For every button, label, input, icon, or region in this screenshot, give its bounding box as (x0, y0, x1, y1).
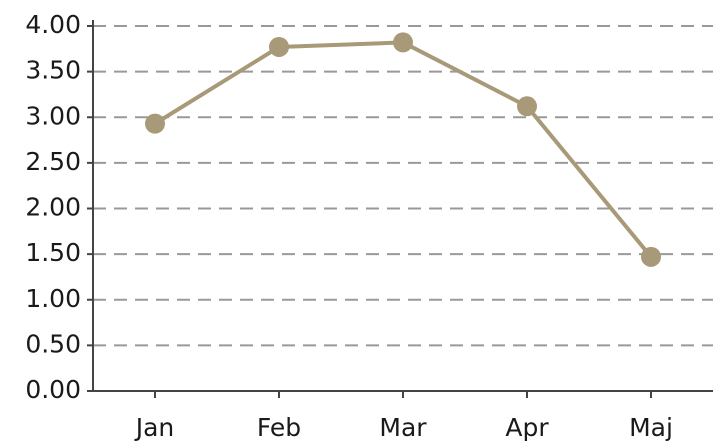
line (153, 40, 653, 259)
y-tick-label: 3.00 (25, 101, 81, 130)
y-tick-label: 0.50 (25, 329, 81, 358)
y-tick-label: 1.50 (25, 238, 81, 267)
y-tick-label: 0.00 (25, 375, 81, 404)
point (269, 36, 289, 57)
x-tick-label: Feb (257, 413, 301, 442)
x-tick-label: Maj (629, 413, 673, 442)
x-tick-label: Apr (505, 413, 549, 442)
point (393, 32, 413, 53)
x-tick-label: Mar (379, 413, 427, 442)
y-tick-label: 1.00 (25, 284, 81, 313)
y-tick-label: 4.00 (25, 10, 81, 39)
x-tick-label: Jan (134, 413, 175, 442)
point (145, 113, 165, 134)
y-tick-label: 2.00 (25, 193, 81, 222)
point (641, 246, 661, 267)
point (517, 96, 537, 117)
y-tick-label: 3.50 (25, 56, 81, 85)
y-tick-label: 2.50 (25, 147, 81, 176)
